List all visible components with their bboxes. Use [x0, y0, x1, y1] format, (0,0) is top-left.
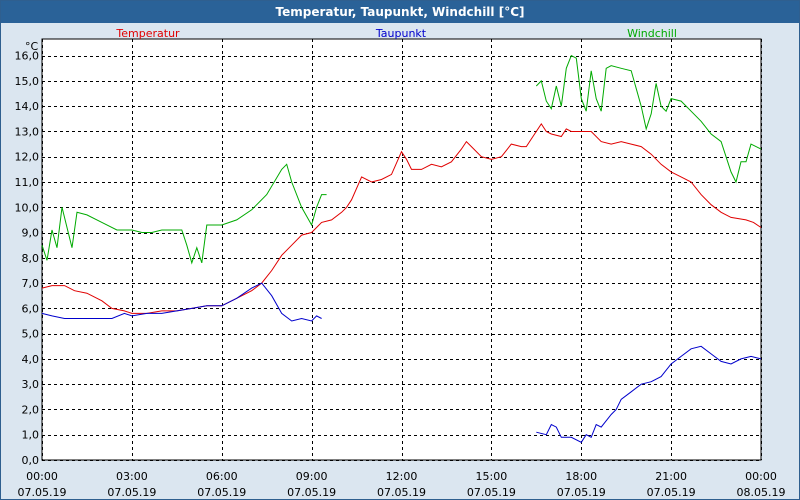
- y-axis-ticks: 0,0 1,0 2,0 3,0 4,0 5,0 6,0 7,0 8,0 9,0 10,0 11,0 12…: [15, 50, 40, 467]
- x-tick-time-label: 18:00: [565, 470, 597, 483]
- plot-background: [41, 38, 762, 461]
- x-tick-date-label: 08.05.19: [737, 486, 786, 499]
- x-tick-date-label: 07.05.19: [287, 486, 336, 499]
- x-axis-ticks: 00:00 07.05.19 03:00 07.05.19 06:00 07.05.19 0…: [18, 470, 786, 499]
- y-tick-label: 16,0: [15, 50, 40, 63]
- y-tick-label: 14,0: [15, 100, 40, 113]
- x-tick-time-label: 00:00: [26, 470, 58, 483]
- series-line-windchill: [535, 54, 762, 184]
- y-tick-label: 8,0: [22, 252, 40, 265]
- x-tick-time-label: 15:00: [476, 470, 508, 483]
- x-tick-date-label: 07.05.19: [467, 486, 516, 499]
- y-tick-label: 11,0: [15, 176, 40, 189]
- y-tick-label: 6,0: [22, 302, 40, 315]
- y-tick-label: 10,0: [15, 201, 40, 214]
- y-tick-label: 15,0: [15, 75, 40, 88]
- x-tick-date-label: 07.05.19: [18, 486, 67, 499]
- x-tick-time-label: 00:00: [745, 470, 777, 483]
- chart-title: Temperatur, Taupunkt, Windchill [°C]: [1, 1, 799, 23]
- x-tick-time-label: 21:00: [655, 470, 687, 483]
- x-tick-date-label: 07.05.19: [197, 486, 246, 499]
- legend-item-temperatur: Temperatur: [115, 27, 180, 40]
- y-tick-label: 1,0: [22, 429, 40, 442]
- x-tick-time-label: 06:00: [206, 470, 238, 483]
- legend-item-windchill: Windchill: [627, 27, 677, 40]
- y-tick-label: 7,0: [22, 277, 40, 290]
- legend: Temperatur Taupunkt Windchill: [115, 27, 677, 40]
- y-tick-label: 3,0: [22, 378, 40, 391]
- y-tick-label: 2,0: [22, 403, 40, 416]
- series-line-taupunkt: [41, 282, 322, 322]
- series-line-windchill: [41, 163, 327, 265]
- y-tick-label: 13,0: [15, 125, 40, 138]
- x-tick-time-label: 03:00: [116, 470, 148, 483]
- series: [41, 54, 762, 443]
- grid: [42, 39, 762, 461]
- y-axis-label: °C: [25, 40, 39, 53]
- y-tick-label: 12,0: [15, 151, 40, 164]
- y-tick-label: 4,0: [22, 353, 40, 366]
- x-tick-date-label: 07.05.19: [557, 486, 606, 499]
- y-tick-label: 5,0: [22, 328, 40, 341]
- x-tick-date-label: 07.05.19: [107, 486, 156, 499]
- plot-area: [41, 38, 762, 461]
- x-tick-date-label: 07.05.19: [647, 486, 696, 499]
- y-tick-label: 9,0: [22, 227, 40, 240]
- x-tick-time-label: 09:00: [296, 470, 328, 483]
- x-tick-date-label: 07.05.19: [377, 486, 426, 499]
- y-tick-label: 0,0: [22, 454, 40, 467]
- legend-item-taupunkt: Taupunkt: [375, 27, 427, 40]
- series-line-taupunkt: [536, 345, 762, 443]
- x-tick-time-label: 12:00: [386, 470, 418, 483]
